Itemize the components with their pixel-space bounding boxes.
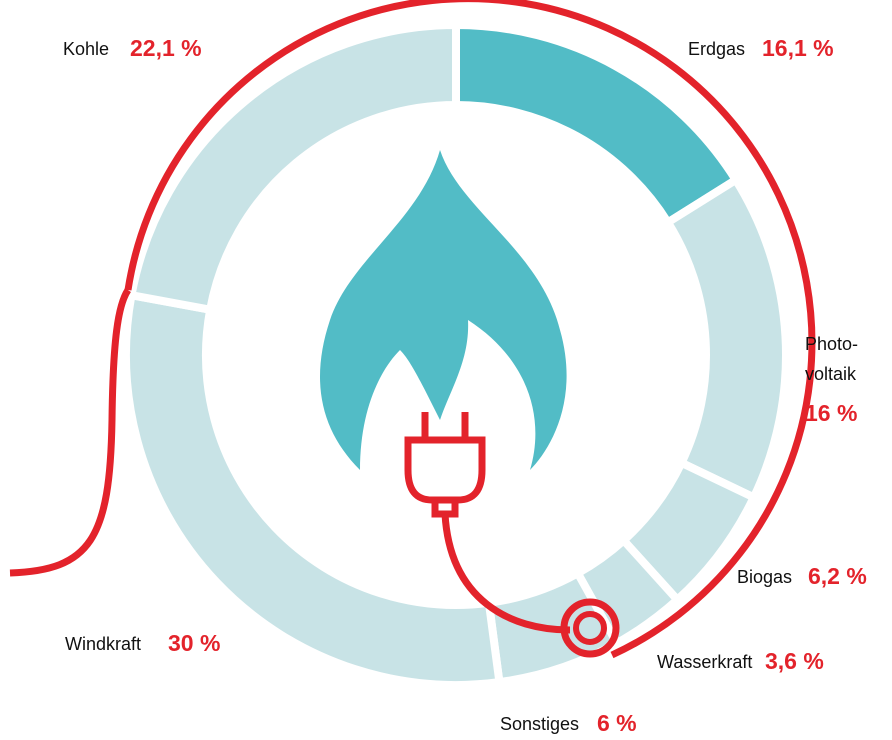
value-label: 6 %: [597, 710, 637, 736]
category-label: Wasserkraft: [657, 652, 752, 672]
value-label: 22,1 %: [130, 35, 202, 61]
donut-slice: [668, 180, 786, 497]
value-label: 3,6 %: [765, 648, 824, 674]
category-label: Kohle: [63, 39, 109, 59]
cable-end: [10, 290, 128, 573]
category-label: Sonstiges: [500, 714, 579, 734]
category-label: Biogas: [737, 567, 792, 587]
value-label: 6,2 %: [808, 563, 867, 589]
value-label: 16,1 %: [762, 35, 834, 61]
value-label: 16 %: [805, 400, 857, 426]
category-label: Windkraft: [65, 634, 141, 654]
value-label: 30 %: [168, 630, 220, 656]
chart: Erdgas16,1 %Photo-voltaik16 %Biogas6,2 %…: [0, 0, 892, 740]
category-label: Erdgas: [688, 39, 745, 59]
flame-icon: [320, 150, 567, 470]
